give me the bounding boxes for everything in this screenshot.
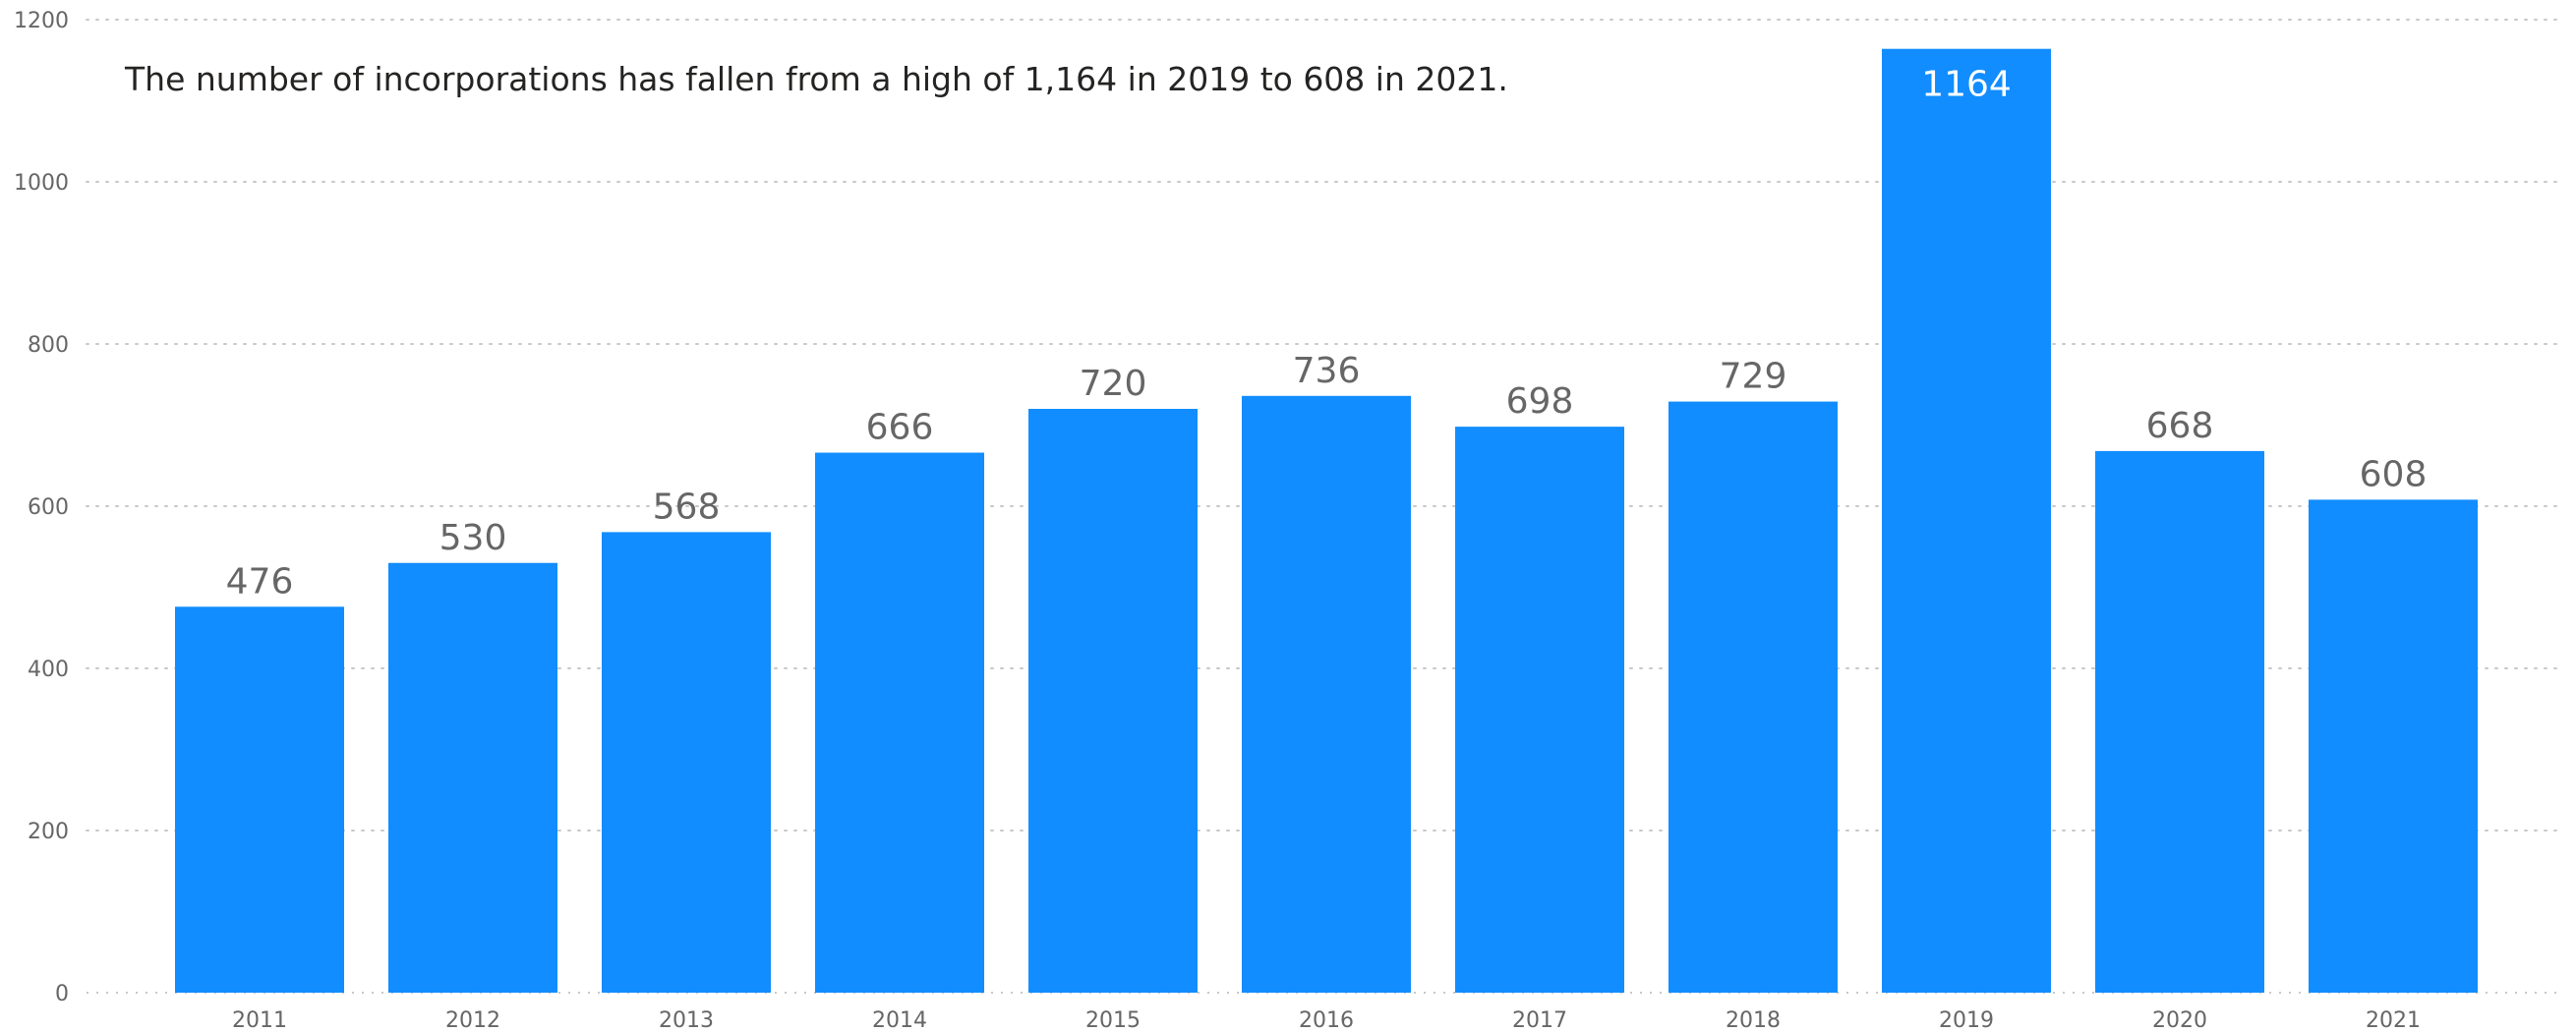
x-tick-label: 2021 [2366, 1008, 2421, 1032]
bar[interactable] [1242, 395, 1411, 993]
x-tick-label: 2017 [1512, 1008, 1567, 1032]
data-label: 698 [1506, 381, 1574, 422]
bar[interactable] [602, 532, 771, 993]
x-tick-label: 2015 [1085, 1008, 1141, 1032]
x-tick-label: 2014 [872, 1008, 927, 1032]
bar[interactable] [175, 606, 344, 993]
x-tick-label: 2018 [1726, 1008, 1781, 1032]
y-tick-label: 800 [28, 333, 69, 358]
data-label: 476 [226, 561, 294, 602]
data-label: 608 [2360, 454, 2428, 494]
data-label: 668 [2146, 406, 2214, 446]
data-label: 729 [1720, 357, 1787, 397]
data-label: 568 [653, 487, 721, 527]
x-tick-label: 2016 [1299, 1008, 1354, 1032]
bars [175, 48, 2478, 993]
bar[interactable] [1882, 48, 2051, 993]
y-tick-label: 600 [28, 495, 69, 520]
bar[interactable] [388, 562, 557, 993]
bar[interactable] [2309, 499, 2478, 993]
x-tick-label: 2012 [445, 1008, 500, 1032]
y-tick-label: 0 [55, 982, 69, 1006]
y-tick-label: 400 [28, 658, 69, 682]
bar[interactable] [2095, 450, 2264, 993]
x-tick-label: 2011 [232, 1008, 287, 1032]
x-tick-label: 2013 [659, 1008, 714, 1032]
y-tick-label: 1000 [14, 171, 69, 196]
y-tick-label: 1200 [14, 9, 69, 33]
bar[interactable] [1455, 427, 1624, 993]
data-label: 720 [1080, 364, 1147, 404]
bar[interactable] [1028, 409, 1198, 993]
chart-annotation: The number of incorporations has fallen … [124, 60, 1508, 98]
data-label: 666 [866, 408, 934, 448]
data-label: 736 [1293, 351, 1361, 391]
y-axis-ticks: 0 200 400 600 800 1000 1200 [14, 9, 69, 1006]
data-label: 530 [439, 518, 507, 558]
y-tick-label: 200 [28, 820, 69, 844]
bar[interactable] [815, 452, 984, 993]
x-tick-label: 2020 [2152, 1008, 2207, 1032]
data-label: 1164 [1921, 65, 2012, 105]
data-labels: 476 530 568 666 720 736 698 729 1164 668 608 [226, 65, 2428, 602]
x-axis-ticks: 2011 2012 2013 2014 2015 2016 2017 2018 2019 2020… [232, 1008, 2421, 1032]
bar[interactable] [1669, 401, 1838, 993]
x-tick-label: 2019 [1939, 1008, 1994, 1032]
